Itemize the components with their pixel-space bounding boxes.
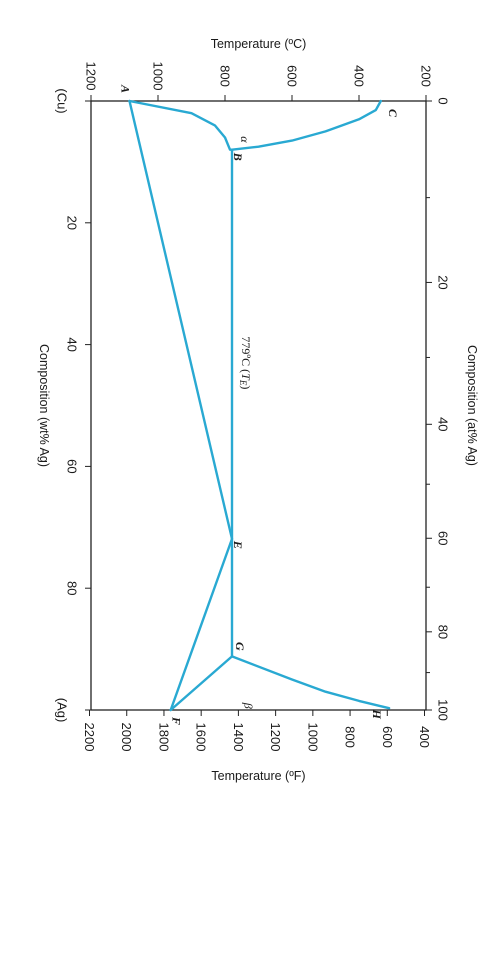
- celsius-tick-label: 1000: [151, 62, 166, 91]
- phase-boundary-0: [128, 99, 234, 712]
- phase-boundary-5: [230, 655, 391, 710]
- eutectic-annotation: 779ºC (TE): [238, 336, 253, 389]
- wt-tick-label: 80: [65, 581, 80, 595]
- fahrenheit-tick-label: 1800: [156, 723, 171, 752]
- at-tick-label: 20: [436, 275, 451, 289]
- at-tick-label: 60: [436, 531, 451, 545]
- fahrenheit-axis-title: Temperature (ºF): [211, 769, 305, 783]
- celsius-tick-label: 400: [352, 65, 367, 87]
- fahrenheit-tick-label: 1400: [231, 723, 246, 752]
- wt-end-label-ag: (Ag): [55, 698, 70, 723]
- at-tick-label: 80: [436, 625, 451, 639]
- fahrenheit-tick-label: 800: [343, 726, 358, 748]
- fahrenheit-tick-label: 1200: [268, 723, 283, 752]
- at-tick-label: 100: [436, 699, 451, 721]
- celsius-tick-label: 1200: [84, 62, 99, 91]
- celsius-tick-label: 200: [419, 65, 434, 87]
- phase-boundary-3: [169, 655, 234, 712]
- point-label-g: G: [233, 642, 247, 651]
- fahrenheit-tick-label: 2000: [119, 723, 134, 752]
- celsius-axis-title: Temperature (ºC): [211, 37, 307, 51]
- point-label-h: H: [370, 709, 384, 720]
- point-label-b: B: [231, 152, 245, 161]
- wt-end-label-cu: (Cu): [55, 88, 70, 113]
- fahrenheit-tick-label: 600: [380, 726, 395, 748]
- at-axis-title: Composition (at% Ag): [465, 345, 479, 466]
- celsius-tick-label: 600: [285, 65, 300, 87]
- phase-boundary-4: [230, 99, 382, 151]
- point-label-a: A: [119, 84, 133, 93]
- plot-frame: [90, 100, 427, 711]
- celsius-tick-label: 800: [218, 65, 233, 87]
- at-tick-label: 40: [436, 417, 451, 431]
- fahrenheit-tick-label: 1600: [194, 723, 209, 752]
- point-label-f: F: [170, 716, 184, 725]
- fahrenheit-tick-label: 2200: [82, 723, 97, 752]
- point-label-e: E: [231, 540, 245, 549]
- point-label-c: C: [386, 109, 400, 118]
- wt-tick-label: 40: [65, 337, 80, 351]
- fahrenheit-tick-label: 400: [417, 726, 432, 748]
- alpha-phase-label: α: [238, 136, 252, 143]
- phase-boundary-1: [128, 99, 234, 151]
- wt-tick-label: 20: [65, 216, 80, 230]
- at-tick-label: 0: [436, 97, 451, 104]
- wt-tick-label: 60: [65, 459, 80, 473]
- wt-axis-title: Composition (wt% Ag): [37, 344, 51, 467]
- beta-phase-label: β: [241, 702, 255, 709]
- fahrenheit-tick-label: 1000: [305, 723, 320, 752]
